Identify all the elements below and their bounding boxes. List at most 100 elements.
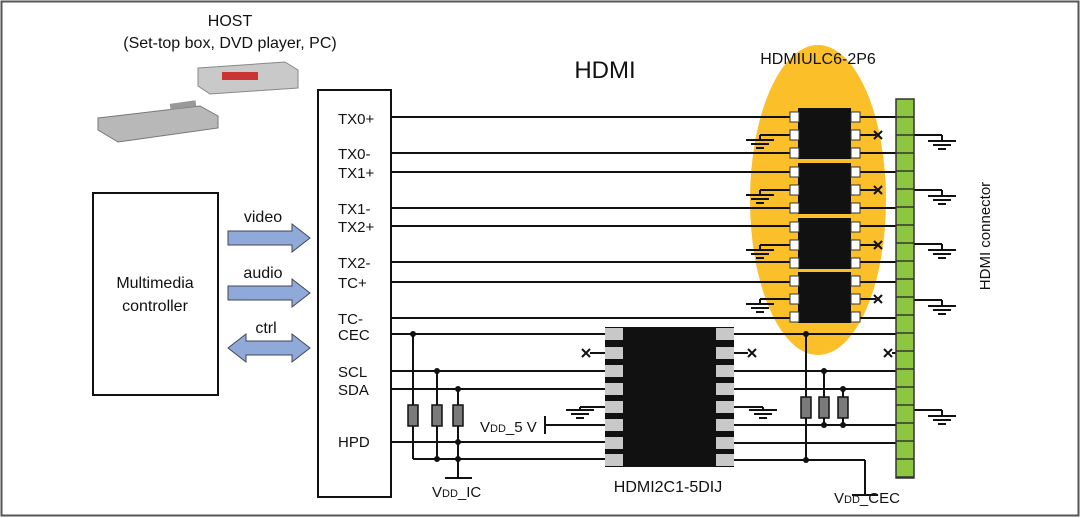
junction-dot [455, 456, 461, 462]
pin-label-tx1-plus: TX1+ [338, 165, 375, 182]
junction-dot [455, 439, 461, 445]
no-connect-x-icon [873, 240, 883, 250]
junction-dot [821, 368, 827, 374]
interface-chip-name: HDMI2C1-5DIJ [614, 479, 722, 496]
connector-label: HDMI connector [977, 182, 994, 290]
resistor [407, 404, 419, 427]
vdd-cec-label: VDD_CEC [834, 490, 900, 507]
ic-pin-right [716, 454, 734, 466]
ground-icon [746, 249, 774, 259]
esd-pin [850, 311, 861, 323]
ground-icon [928, 140, 956, 150]
resistor [837, 396, 849, 419]
esd-pin [850, 129, 861, 141]
pin-label-tx2-minus: TX2- [338, 255, 371, 272]
resistor [431, 404, 443, 427]
ground-icon [746, 303, 774, 313]
esd-pin [789, 275, 800, 287]
esd-pin [789, 239, 800, 251]
video-arrow [227, 222, 311, 254]
junction-dot [434, 368, 440, 374]
esd-pin [789, 311, 800, 323]
ground-icon [928, 249, 956, 259]
esd-pin [850, 257, 861, 269]
hdmi-transmitter-box [317, 89, 392, 498]
no-connect-x-icon [581, 348, 591, 358]
ic-pin-left [605, 419, 623, 431]
host-subtitle: (Set-top box, DVD player, PC) [123, 35, 336, 52]
junction-dot [455, 386, 461, 392]
junction-dot [410, 331, 416, 337]
no-connect-x-icon [747, 348, 757, 358]
junction-dot [803, 457, 809, 463]
multimedia-controller-box [92, 192, 219, 396]
esd-pin [850, 293, 861, 305]
junction-dot [803, 331, 809, 337]
pin-label-tc-minus: TC- [338, 311, 363, 328]
pin-label-tc-plus: TC+ [338, 275, 367, 292]
pin-label-hpd: HPD [338, 434, 370, 451]
dvd-player-image [97, 100, 219, 143]
esd-chip [798, 108, 851, 159]
esd-pin [850, 275, 861, 287]
ic-pin-right [716, 328, 734, 340]
no-connect-x-icon [873, 294, 883, 304]
resistor [452, 404, 464, 427]
ic-pin-left [605, 454, 623, 466]
esd-pin [789, 147, 800, 159]
ground-icon [566, 409, 594, 419]
esd-pin [850, 202, 861, 214]
esd-pin [850, 147, 861, 159]
esd-pin [850, 166, 861, 178]
pin-label-tx0-minus: TX0- [338, 146, 371, 163]
resistor [800, 396, 812, 419]
ground-icon [928, 305, 956, 315]
junction-dot [434, 456, 440, 462]
vdd-5v-label: VDD_5 V [480, 419, 537, 436]
esd-pin [789, 184, 800, 196]
ground-icon [749, 409, 777, 419]
esd-pin [789, 202, 800, 214]
ground-icon [928, 195, 956, 205]
ground-icon [928, 415, 956, 425]
esd-chip-name: HDMIULC6-2P6 [760, 51, 876, 68]
pin-label-tx2-plus: TX2+ [338, 219, 375, 236]
esd-pin [789, 129, 800, 141]
host-title: HOST [208, 13, 253, 30]
ic-pin-left [605, 347, 623, 359]
ic-pin-right [716, 437, 734, 449]
controller-label-2: controller [122, 298, 188, 315]
esd-pin [850, 239, 861, 251]
esd-pin [850, 111, 861, 123]
esd-pin [789, 166, 800, 178]
esd-chip [798, 272, 851, 323]
no-connect-x-icon [883, 348, 893, 358]
esd-pin [789, 293, 800, 305]
ic-pin-right [716, 419, 734, 431]
ic-pin-left [605, 401, 623, 413]
ic-pin-left [605, 328, 623, 340]
hdmi-title: HDMI [574, 57, 635, 84]
esd-pin [789, 257, 800, 269]
ground-icon [746, 194, 774, 204]
resistor [818, 396, 830, 419]
no-connect-x-icon [873, 130, 883, 140]
audio-arrow [227, 277, 311, 309]
ic-pin-left [605, 365, 623, 377]
ctrl-double-arrow [227, 332, 311, 364]
pin-label-sda: SDA [338, 382, 369, 399]
pin-label-tx1-minus: TX1- [338, 201, 371, 218]
ic-pin-right [716, 365, 734, 377]
esd-pin [789, 111, 800, 123]
hdmi-connector [895, 98, 915, 479]
ic-pin-right [716, 347, 734, 359]
set-top-box-image [197, 61, 299, 95]
junction-dot [840, 386, 846, 392]
esd-chip [798, 218, 851, 269]
ic-pin-right [716, 383, 734, 395]
controller-label-1: Multimedia [116, 275, 193, 292]
esd-pin [850, 221, 861, 233]
pin-label-scl: SCL [338, 364, 367, 381]
video-label: video [244, 209, 282, 226]
pin-label-cec: CEC [338, 327, 370, 344]
